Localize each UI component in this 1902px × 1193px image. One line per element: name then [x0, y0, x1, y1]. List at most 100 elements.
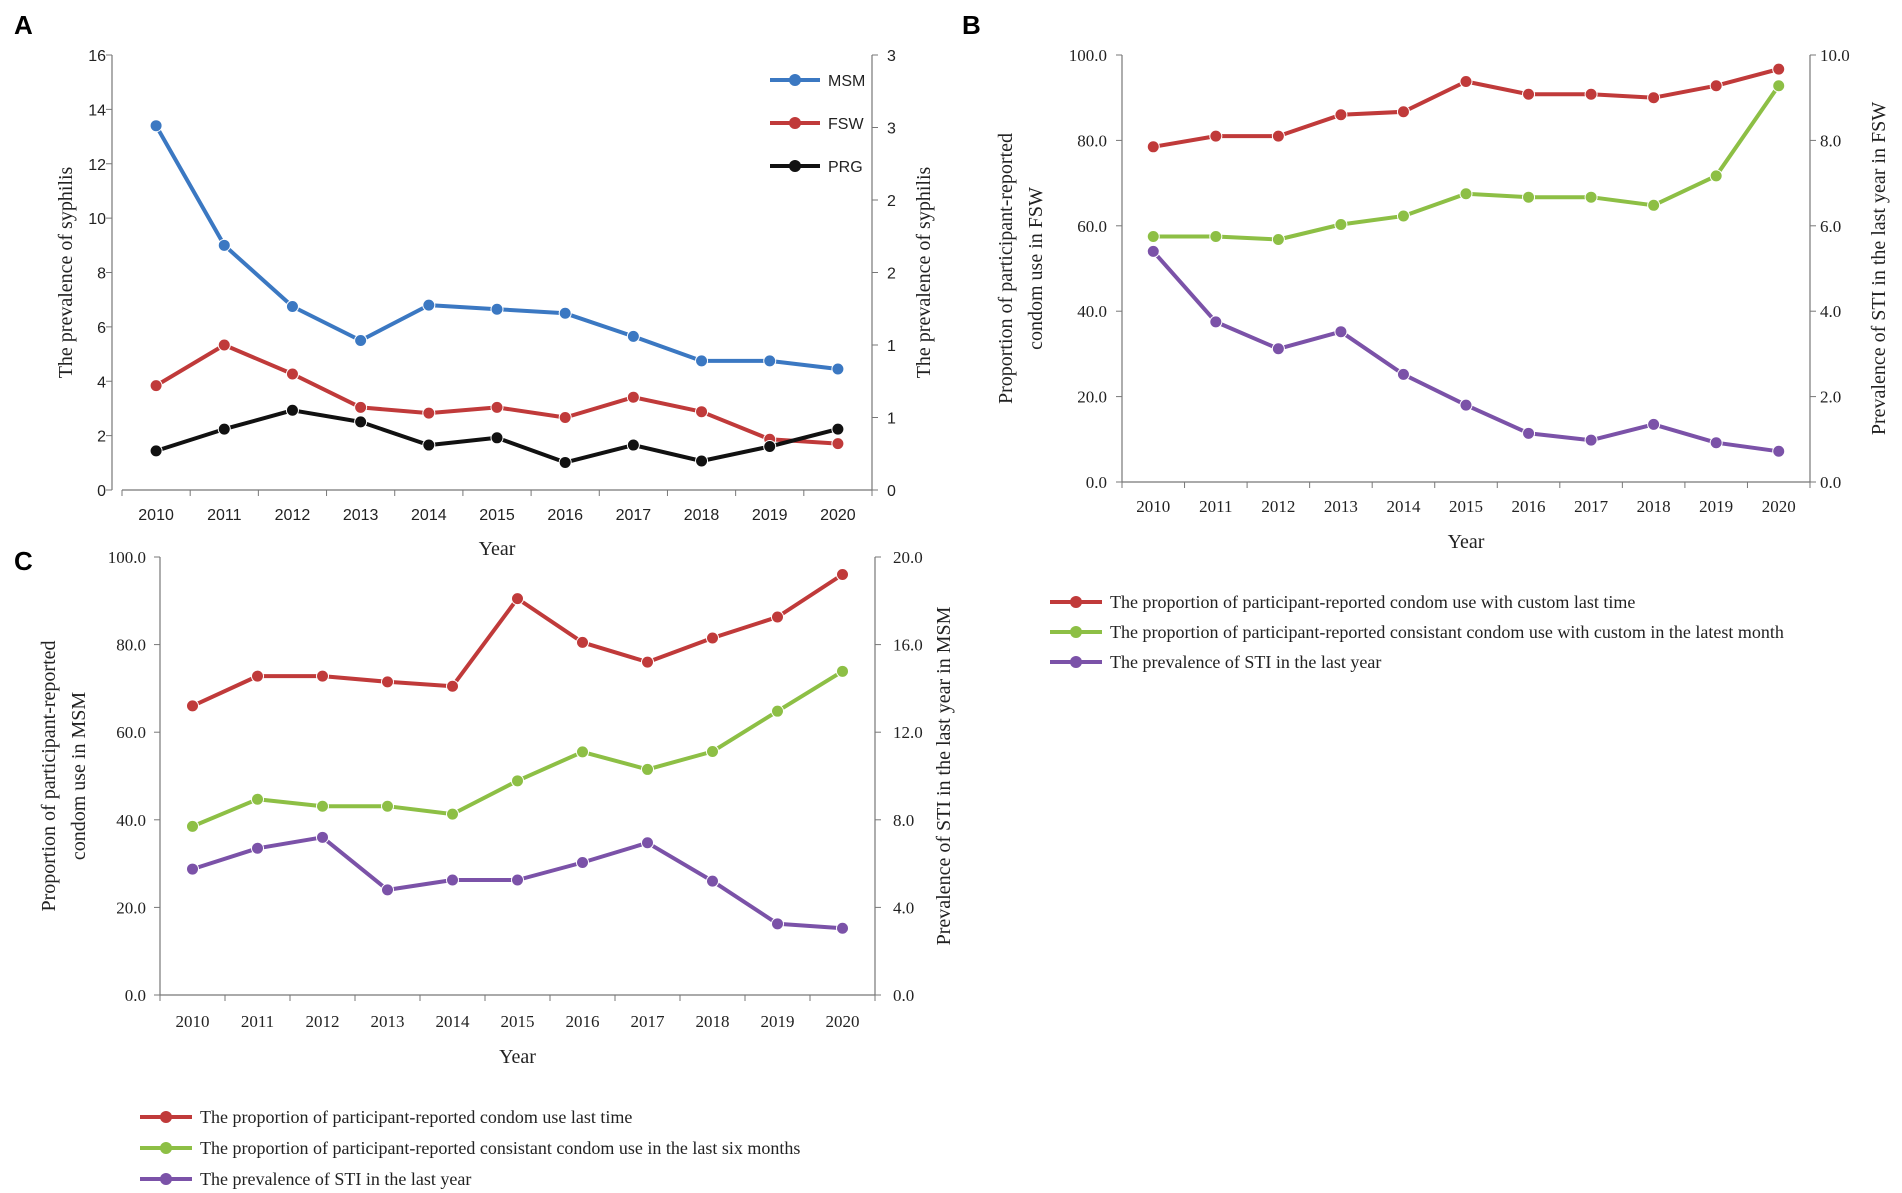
x-tick-label: 2017 [1574, 497, 1609, 516]
y-right-tick-label: 2 [887, 266, 896, 283]
data-point [1396, 209, 1410, 223]
data-point [836, 664, 849, 678]
data-point [1584, 190, 1598, 204]
data-point [381, 799, 394, 813]
data-point [381, 675, 394, 689]
y-left-axis-title: Proportion of participant-reported [995, 133, 1017, 404]
data-point [217, 338, 231, 352]
data-point [381, 883, 394, 897]
y-right-axis-title: Prevalence of STI in the last year in MS… [933, 606, 955, 945]
data-point [354, 400, 368, 414]
y-left-tick-label: 80.0 [1077, 131, 1107, 150]
y-left-tick-label: 100.0 [108, 548, 146, 567]
x-tick-label: 2019 [761, 1012, 795, 1031]
x-tick-label: 2020 [826, 1012, 860, 1031]
legend-swatch-marker [1070, 596, 1082, 608]
x-tick-label: 2012 [275, 507, 311, 524]
y-left-axis-title: condom use in FSW [1025, 187, 1047, 350]
y-left-tick-label: 4 [97, 374, 106, 391]
legend-label: FSW [828, 116, 864, 133]
data-point [1146, 140, 1160, 154]
data-point [285, 299, 299, 313]
y-right-tick-label: 10.0 [1820, 46, 1850, 65]
data-point [1584, 87, 1598, 101]
data-point [1146, 244, 1160, 258]
legend-label: PRG [828, 159, 863, 176]
data-point [1522, 87, 1536, 101]
data-point [1709, 79, 1723, 93]
x-tick-label: 2015 [501, 1012, 535, 1031]
y-left-tick-label: 20.0 [116, 898, 146, 917]
y-left-tick-label: 60.0 [1077, 217, 1107, 236]
data-point [706, 874, 719, 888]
x-tick-label: 2013 [1324, 497, 1358, 516]
data-point [641, 762, 654, 776]
y-right-tick-label: 20.0 [893, 548, 923, 567]
data-point [251, 669, 264, 683]
data-point [422, 298, 436, 312]
data-point [149, 444, 163, 458]
x-tick-label: 2018 [1637, 497, 1671, 516]
data-point [1522, 426, 1536, 440]
y-right-tick-label: 1 [887, 338, 896, 355]
data-point [641, 655, 654, 669]
y-left-tick-label: 12 [88, 157, 106, 174]
data-point [1584, 433, 1598, 447]
data-point [558, 455, 572, 469]
x-tick-label: 2011 [207, 507, 242, 524]
data-point [316, 830, 329, 844]
x-tick-label: 2011 [241, 1012, 274, 1031]
data-point [763, 354, 777, 368]
y-right-tick-label: 3 [887, 48, 896, 65]
panel-b-chart: 0.0 20.0 40.0 60.0 80.0 100.0 0.0 2.0 4.0 6.0 8.0 1… [995, 46, 1890, 672]
y-left-tick-label: 40.0 [116, 811, 146, 830]
y-left-tick-label: 0.0 [1086, 473, 1107, 492]
data-point [831, 362, 845, 376]
data-point [186, 862, 199, 876]
panel-label-c: C [14, 546, 33, 576]
data-point [1396, 105, 1410, 119]
legend-swatch-marker [1070, 626, 1082, 638]
legend-swatch-marker [789, 160, 801, 172]
data-point [1271, 232, 1285, 246]
data-point [1209, 229, 1223, 243]
x-tick-label: 2020 [1762, 497, 1796, 516]
x-tick-label: 2012 [306, 1012, 340, 1031]
data-point [1146, 229, 1160, 243]
y-left-tick-label: 6 [97, 320, 106, 337]
x-tick-label: 2016 [1512, 497, 1546, 516]
data-point [695, 405, 709, 419]
data-point [422, 406, 436, 420]
legend-label: The proportion of participant-reported c… [1110, 622, 1784, 642]
x-tick-label: 2016 [566, 1012, 600, 1031]
y-left-tick-label: 20.0 [1077, 388, 1107, 407]
data-point [422, 438, 436, 452]
data-point [1522, 190, 1536, 204]
x-axis-title: Year [1448, 531, 1485, 553]
x-tick-label: 2020 [820, 507, 856, 524]
panel-label-a: A [14, 10, 33, 40]
data-point [558, 306, 572, 320]
x-tick-label: 2012 [1261, 497, 1295, 516]
y-right-tick-label: 0.0 [893, 986, 914, 1005]
data-point [511, 873, 524, 887]
data-point [285, 367, 299, 381]
y-right-tick-label: 2 [887, 193, 896, 210]
y-left-axis-title: Proportion of participant-reported [38, 640, 60, 911]
x-axis-title: Year [479, 538, 516, 560]
x-tick-label: 2014 [1386, 497, 1421, 516]
legend-label: The prevalence of STI in the last year [1110, 652, 1381, 672]
x-tick-label: 2015 [479, 507, 515, 524]
data-point [1459, 74, 1473, 88]
y-right-tick-label: 2.0 [1820, 388, 1841, 407]
y-left-tick-label: 0.0 [125, 986, 146, 1005]
y-left-tick-label: 80.0 [116, 636, 146, 655]
series-line-1 [191, 669, 844, 829]
data-point [771, 704, 784, 718]
y-left-axis-title: condom use in MSM [68, 692, 90, 861]
data-point [511, 774, 524, 788]
data-point [641, 836, 654, 850]
data-point [626, 390, 640, 404]
data-point [706, 631, 719, 645]
